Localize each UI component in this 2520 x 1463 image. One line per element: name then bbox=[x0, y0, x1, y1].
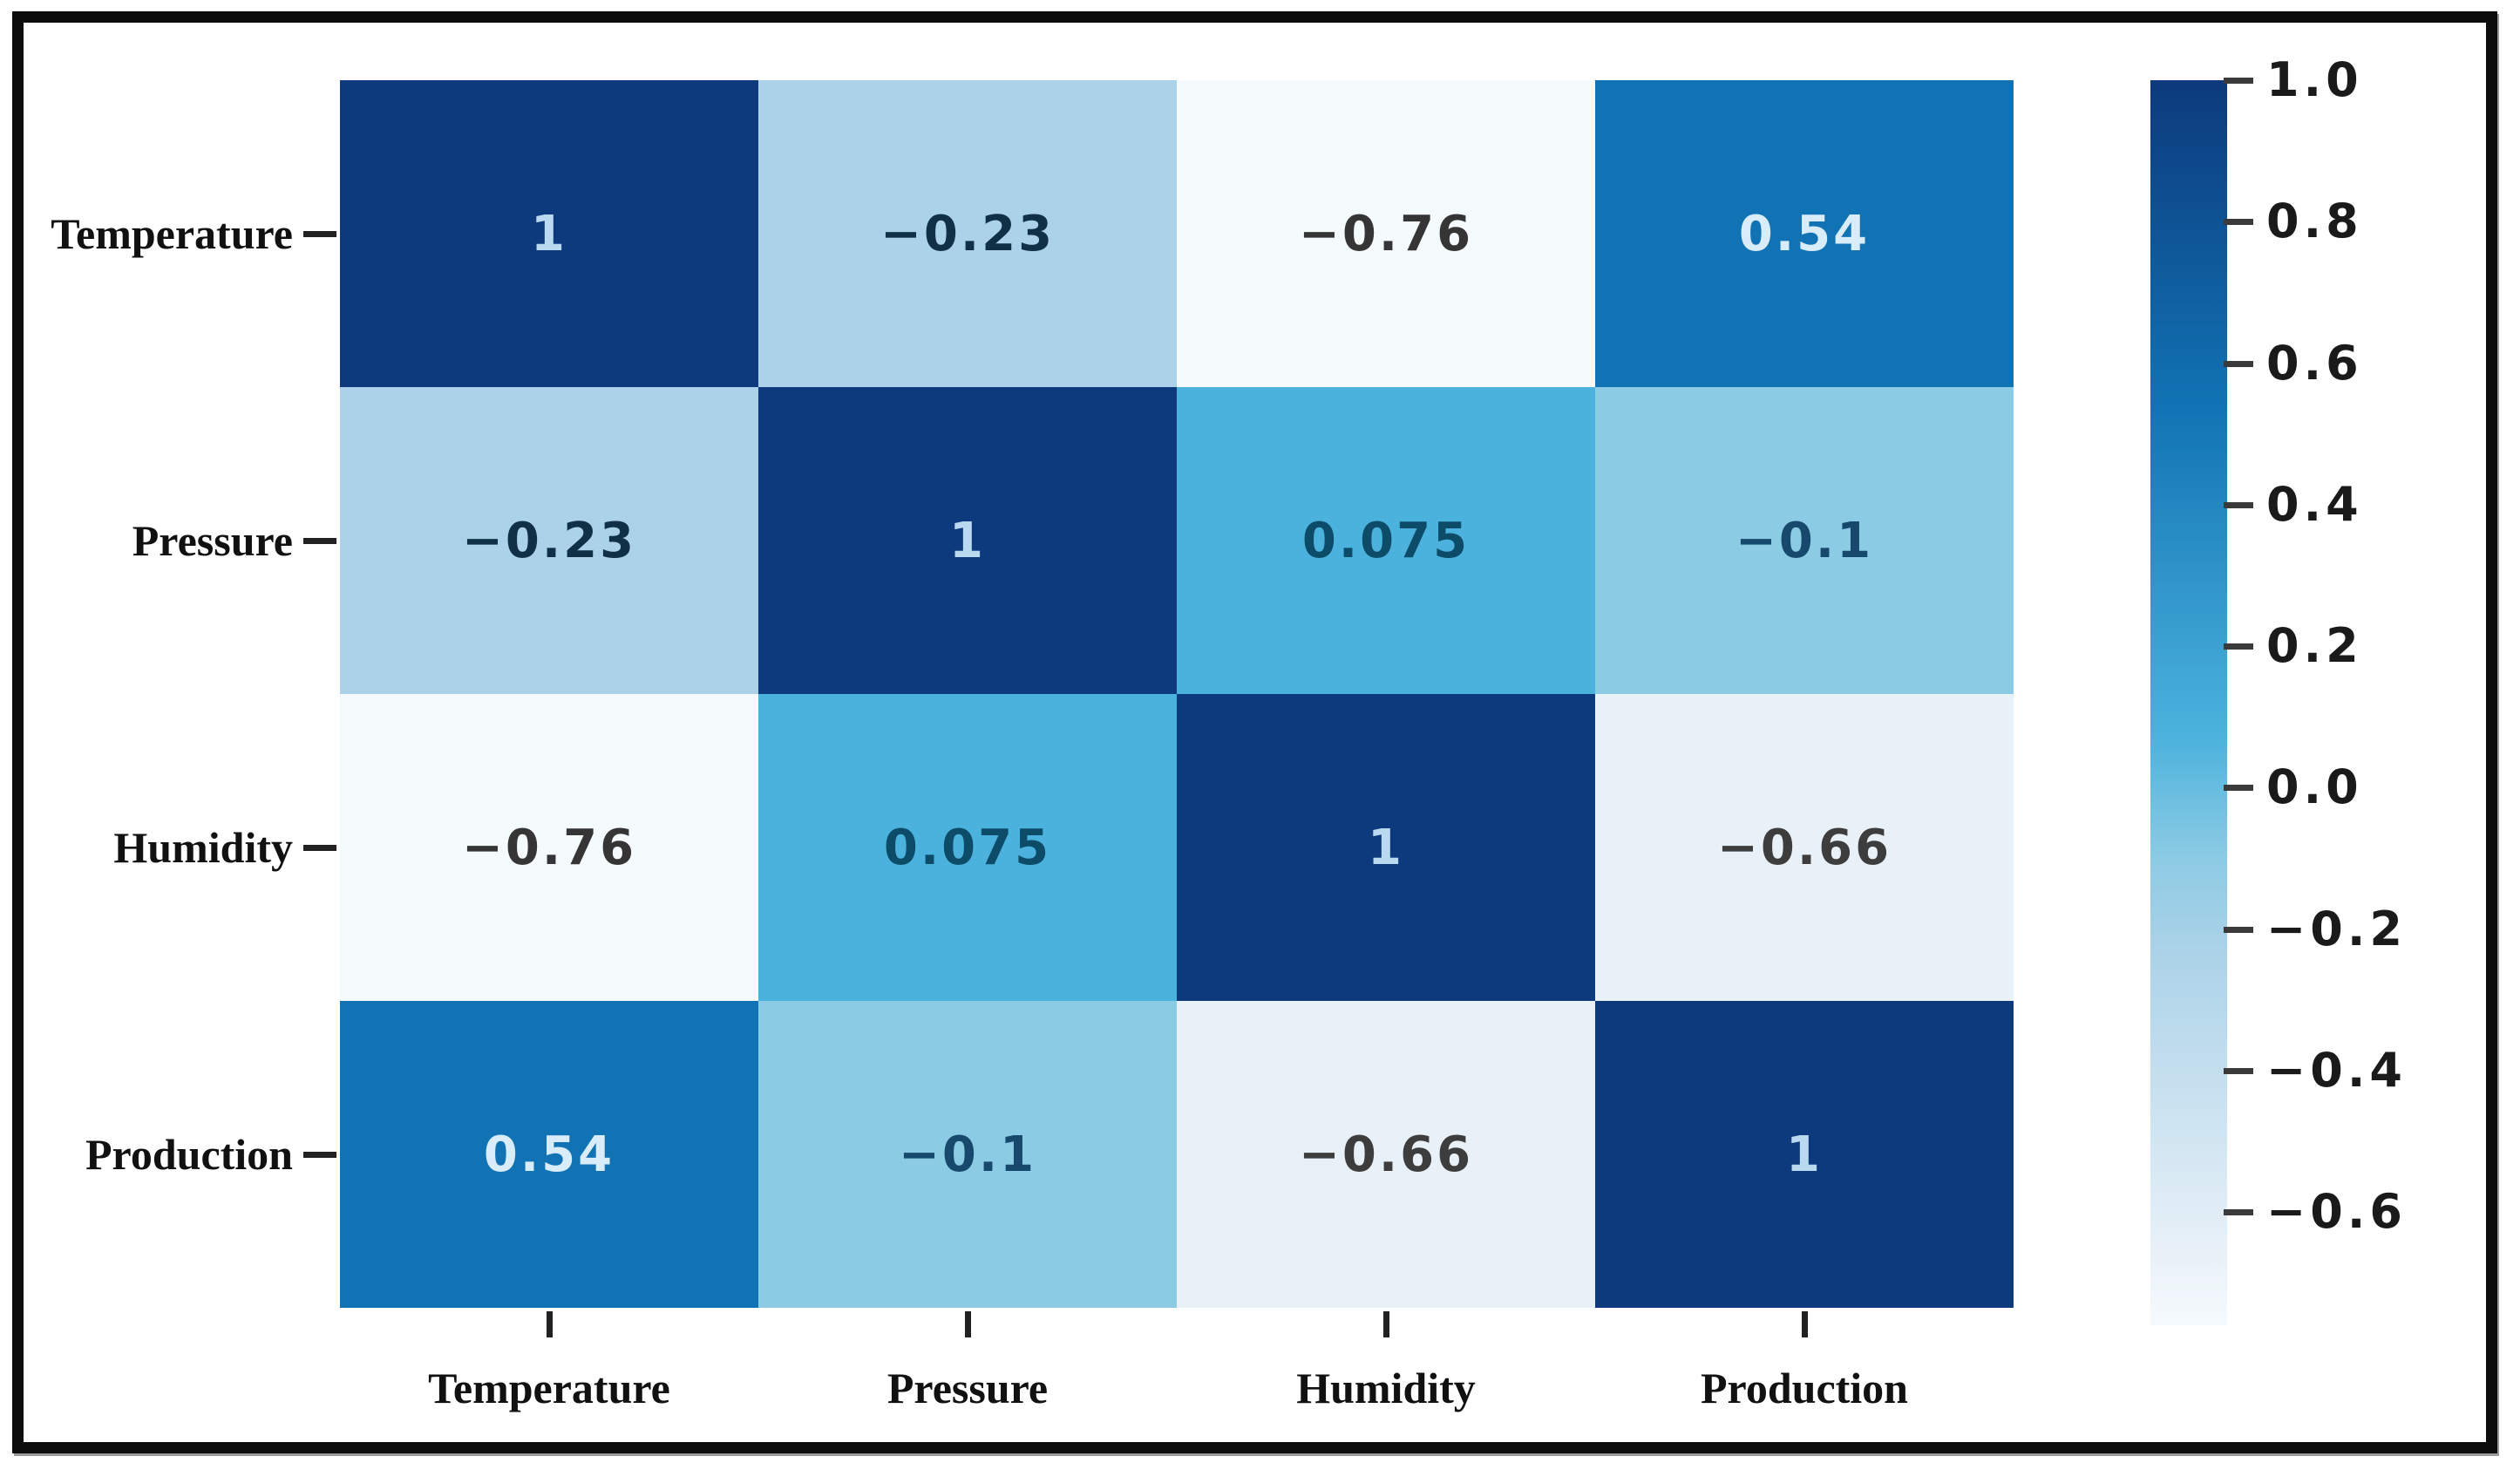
colorbar-tick-label: 1.0 bbox=[2266, 52, 2363, 107]
y-axis-tick bbox=[303, 1152, 336, 1158]
y-axis-label-temperature: Temperature bbox=[51, 209, 293, 258]
x-axis-tick bbox=[965, 1311, 971, 1337]
x-axis-label-humidity: Humidity bbox=[1296, 1364, 1476, 1412]
heatmap-cell-value: −0.76 bbox=[1298, 205, 1474, 262]
heatmap-cell-value: −0.1 bbox=[898, 1126, 1037, 1183]
colorbar-tick bbox=[2224, 1067, 2253, 1074]
colorbar-tick bbox=[2224, 785, 2253, 792]
heatmap-cell: 1 bbox=[758, 387, 1177, 694]
x-axis-label-production: Production bbox=[1701, 1364, 1908, 1412]
heatmap-cell: −0.66 bbox=[1177, 1001, 1595, 1308]
colorbar-tick-label: 0.2 bbox=[2266, 618, 2363, 674]
colorbar-tick-label: −0.2 bbox=[2266, 901, 2407, 956]
heatmap-cell-value: −0.66 bbox=[1298, 1126, 1474, 1183]
heatmap-cell: 0.54 bbox=[340, 1001, 758, 1308]
heatmap-cell: 1 bbox=[1595, 1001, 2014, 1308]
colorbar-tick bbox=[2224, 78, 2253, 84]
heatmap-cell: −0.23 bbox=[340, 387, 758, 694]
heatmap-cell-value: −0.1 bbox=[1735, 512, 1874, 569]
heatmap-cell-value: 0.075 bbox=[1301, 512, 1471, 569]
heatmap-cell-value: 1 bbox=[531, 205, 567, 262]
heatmap-cell: −0.1 bbox=[1595, 387, 2014, 694]
y-axis-label-humidity: Humidity bbox=[113, 823, 293, 872]
figure-border bbox=[12, 11, 2497, 1453]
y-axis-label-pressure: Pressure bbox=[132, 516, 293, 565]
heatmap-cell: −0.76 bbox=[1177, 80, 1595, 387]
heatmap-grid: 1 −0.23 −0.76 0.54 −0.23 1 0.075 −0.1 −0.76 0.075… bbox=[340, 80, 2014, 1308]
heatmap-cell: 1 bbox=[340, 80, 758, 387]
colorbar-tick bbox=[2224, 219, 2253, 226]
colorbar-tick-label: −0.6 bbox=[2266, 1184, 2407, 1240]
x-axis-tick bbox=[547, 1311, 553, 1337]
heatmap-cell: 1 bbox=[1177, 694, 1595, 1001]
colorbar-tick bbox=[2224, 1209, 2253, 1216]
heatmap-cell-value: −0.76 bbox=[461, 819, 637, 876]
heatmap-cell: 0.075 bbox=[1177, 387, 1595, 694]
heatmap-cell-value: −0.23 bbox=[461, 512, 637, 569]
colorbar-tick-label: −0.4 bbox=[2266, 1042, 2407, 1098]
colorbar-gradient bbox=[2150, 80, 2227, 1325]
colorbar-tick-label: 0.0 bbox=[2266, 759, 2363, 815]
colorbar-tick bbox=[2224, 501, 2253, 508]
y-axis-label-production: Production bbox=[85, 1130, 293, 1179]
heatmap-cell: −0.66 bbox=[1595, 694, 2014, 1001]
x-axis-label-temperature: Temperature bbox=[428, 1364, 670, 1412]
heatmap-cell-value: 1 bbox=[949, 512, 986, 569]
colorbar-tick bbox=[2224, 360, 2253, 367]
colorbar-tick bbox=[2224, 926, 2253, 933]
heatmap-cell-value: 0.54 bbox=[1738, 205, 1871, 262]
heatmap-cell: 0.075 bbox=[758, 694, 1177, 1001]
heatmap-cell: −0.1 bbox=[758, 1001, 1177, 1308]
heatmap-cell-value: −0.23 bbox=[880, 205, 1056, 262]
x-axis-label-pressure: Pressure bbox=[886, 1364, 1049, 1412]
y-axis-tick bbox=[303, 538, 336, 544]
colorbar-tick bbox=[2224, 643, 2253, 650]
x-axis-tick bbox=[1802, 1311, 1808, 1337]
heatmap-cell: −0.23 bbox=[758, 80, 1177, 387]
colorbar-tick-label: 0.4 bbox=[2266, 476, 2363, 532]
heatmap-cell-value: 0.075 bbox=[883, 819, 1052, 876]
heatmap-cell: −0.76 bbox=[340, 694, 758, 1001]
y-axis-tick bbox=[303, 231, 336, 237]
heatmap-cell-value: 1 bbox=[1368, 819, 1404, 876]
heatmap-cell-value: 1 bbox=[1786, 1126, 1823, 1183]
y-axis-tick bbox=[303, 845, 336, 851]
colorbar-tick-label: 0.6 bbox=[2266, 335, 2363, 391]
heatmap-cell-value: −0.66 bbox=[1716, 819, 1892, 876]
colorbar-tick-label: 0.8 bbox=[2266, 194, 2363, 249]
x-axis-tick bbox=[1383, 1311, 1389, 1337]
heatmap-cell: 0.54 bbox=[1595, 80, 2014, 387]
heatmap-cell-value: 0.54 bbox=[483, 1126, 615, 1183]
